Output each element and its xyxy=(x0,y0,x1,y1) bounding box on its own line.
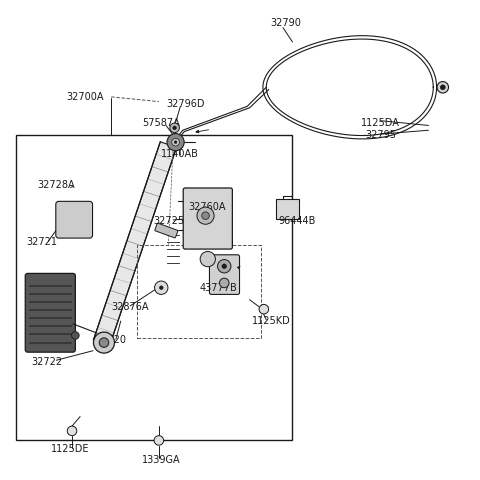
Circle shape xyxy=(167,133,184,151)
Text: 32720: 32720 xyxy=(96,335,127,345)
Text: 1125DE: 1125DE xyxy=(51,444,90,454)
FancyBboxPatch shape xyxy=(209,255,240,294)
Bar xyxy=(16,135,292,441)
Circle shape xyxy=(155,281,168,294)
Circle shape xyxy=(441,85,445,90)
Text: 32728A: 32728A xyxy=(37,180,75,190)
Circle shape xyxy=(99,338,109,348)
FancyBboxPatch shape xyxy=(155,223,178,238)
Circle shape xyxy=(174,141,177,144)
Circle shape xyxy=(72,332,79,339)
Text: 32725: 32725 xyxy=(153,216,184,226)
FancyBboxPatch shape xyxy=(276,199,299,218)
Text: 57587A: 57587A xyxy=(143,118,180,128)
Bar xyxy=(137,245,262,338)
Circle shape xyxy=(202,212,209,219)
Text: 32796D: 32796D xyxy=(166,99,204,109)
Circle shape xyxy=(67,426,77,436)
Circle shape xyxy=(94,332,115,353)
Circle shape xyxy=(217,260,231,273)
Text: 32876A: 32876A xyxy=(111,302,149,312)
Circle shape xyxy=(173,126,177,130)
Text: 96444B: 96444B xyxy=(278,216,316,226)
Text: 32760A: 32760A xyxy=(188,202,225,212)
Circle shape xyxy=(197,207,214,224)
Circle shape xyxy=(219,278,229,288)
Text: 32700A: 32700A xyxy=(66,92,104,102)
Polygon shape xyxy=(94,142,177,345)
Circle shape xyxy=(200,252,216,267)
Text: 32721: 32721 xyxy=(26,238,58,247)
Circle shape xyxy=(159,286,163,289)
Text: 32722: 32722 xyxy=(31,357,62,367)
Text: 1125DA: 1125DA xyxy=(361,118,400,128)
FancyBboxPatch shape xyxy=(25,274,75,352)
Circle shape xyxy=(172,138,180,146)
Circle shape xyxy=(170,123,180,132)
FancyBboxPatch shape xyxy=(56,201,93,238)
Circle shape xyxy=(154,436,164,445)
Circle shape xyxy=(437,82,448,93)
FancyBboxPatch shape xyxy=(183,188,232,249)
Text: 43777B: 43777B xyxy=(200,283,238,293)
Text: 1339GA: 1339GA xyxy=(142,455,180,465)
Circle shape xyxy=(222,264,227,269)
Text: 1140AB: 1140AB xyxy=(161,149,199,159)
Text: 32795: 32795 xyxy=(365,130,396,140)
Text: 32790: 32790 xyxy=(270,18,301,28)
Circle shape xyxy=(259,304,269,314)
Text: 1125KD: 1125KD xyxy=(252,316,290,326)
